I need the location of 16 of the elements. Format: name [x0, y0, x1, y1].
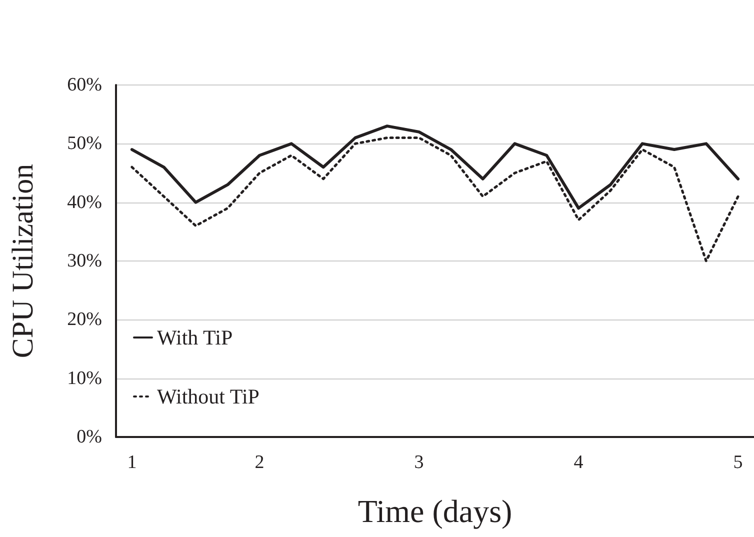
- legend-label: With TiP: [157, 326, 233, 350]
- y-axis-title: CPU Utilization: [6, 164, 40, 358]
- y-tick-label: 0%: [76, 426, 102, 448]
- x-tick-label: 4: [574, 452, 584, 473]
- x-tick-label: 1: [127, 452, 137, 473]
- x-tick-label: 5: [733, 452, 743, 473]
- y-tick-label: 50%: [67, 133, 102, 154]
- y-tick-label: 20%: [67, 309, 102, 330]
- x-tick-label: 3: [414, 452, 424, 473]
- legend-label: Without TiP: [157, 384, 260, 408]
- x-tick-label: 2: [254, 452, 264, 473]
- y-tick-label: 40%: [67, 192, 102, 213]
- y-tick-label: 60%: [67, 74, 102, 96]
- y-tick-label: 30%: [67, 250, 102, 272]
- y-tick-label: 10%: [67, 368, 102, 389]
- x-axis-title: Time (days): [358, 493, 512, 529]
